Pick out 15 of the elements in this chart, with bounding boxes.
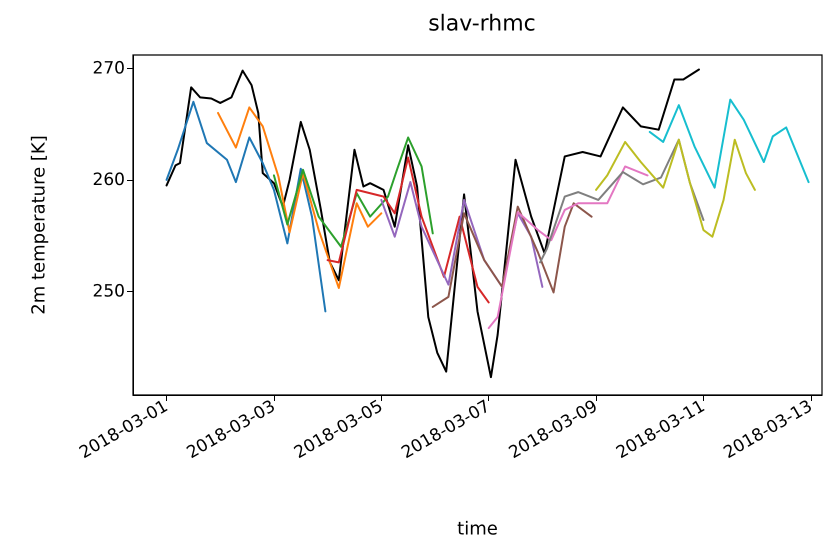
line-series [217,106,382,289]
line-series [648,98,810,189]
y-tick-label: 270 [92,58,125,78]
x-axis-title: time [457,518,498,540]
line-series [272,136,434,248]
line-series [595,138,756,238]
line-series [166,100,326,312]
line-series [488,165,649,330]
line-series [166,68,700,378]
y-tick-label: 260 [92,170,125,190]
line-series [432,202,593,308]
y-axis-title: 2m temperature [K] [28,135,50,315]
chart-title: slav-rhmc [428,12,536,36]
line-series [326,156,490,304]
y-tick-label: 250 [92,281,125,302]
